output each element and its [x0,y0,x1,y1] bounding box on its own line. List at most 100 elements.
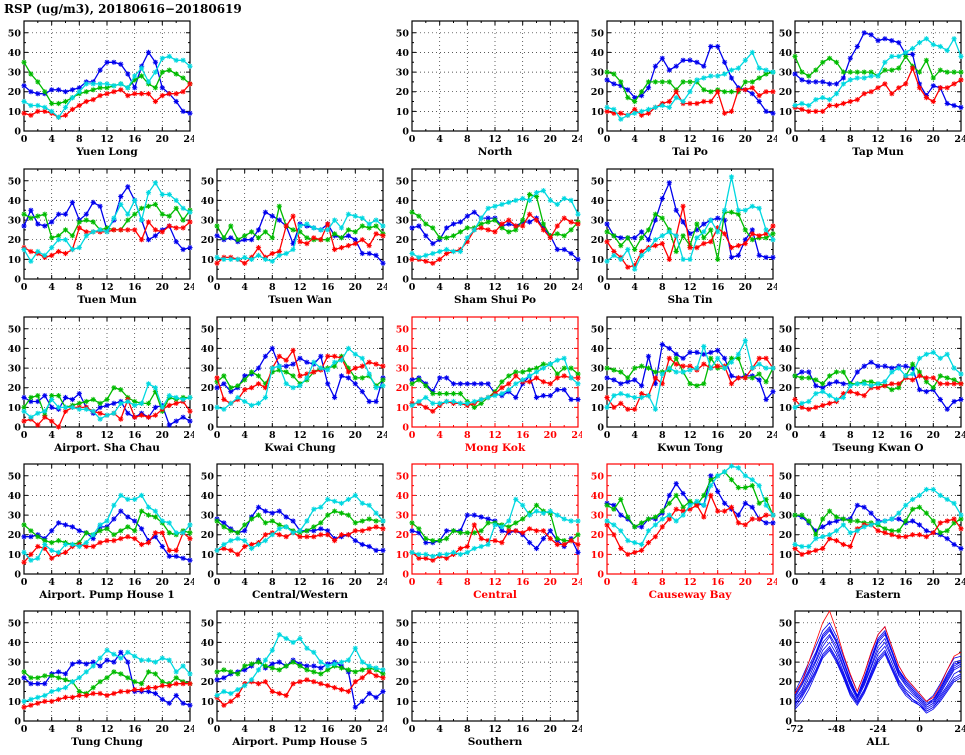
svg-text:0: 0 [21,577,28,588]
svg-text:16: 16 [516,134,530,145]
svg-text:0: 0 [916,724,923,735]
svg-text:0: 0 [792,134,799,145]
svg-text:Kwun Tong: Kwun Tong [657,442,723,453]
svg-text:Sha Tin: Sha Tin [667,294,712,305]
svg-text:12: 12 [683,577,696,588]
svg-text:24: 24 [376,577,387,588]
svg-text:20: 20 [201,235,215,246]
svg-text:8: 8 [464,282,471,293]
svg-text:0: 0 [409,430,416,441]
svg-text:40: 40 [591,344,605,355]
svg-text:12: 12 [100,430,113,441]
svg-text:0: 0 [785,127,792,138]
svg-text:0: 0 [14,423,21,434]
svg-text:Tung Chung: Tung Chung [71,736,143,747]
svg-text:0: 0 [409,724,416,735]
svg-text:50: 50 [396,28,410,39]
svg-text:4: 4 [48,134,55,145]
chart-tseung-kwan-o: 0 10 20 30 40 50 0 4 8 12 16 20 24 Tseung Kwan O [771,305,965,454]
svg-text:50: 50 [8,324,22,335]
svg-text:24: 24 [954,724,965,735]
svg-text:10: 10 [8,255,22,266]
svg-text:40: 40 [201,196,215,207]
svg-text:24: 24 [571,724,582,735]
svg-text:0: 0 [21,282,28,293]
svg-text:12: 12 [488,134,501,145]
svg-text:0: 0 [597,570,604,581]
svg-text:Airport. Sha Chau: Airport. Sha Chau [53,442,160,453]
svg-text:24: 24 [183,577,194,588]
svg-text:16: 16 [128,134,142,145]
chart-eastern: 0 10 20 30 40 50 0 4 8 12 16 20 24 Eastern [771,452,965,601]
svg-text:12: 12 [293,577,306,588]
svg-text:Central/Western: Central/Western [252,589,348,600]
svg-text:10: 10 [201,550,215,561]
svg-text:12: 12 [293,430,306,441]
svg-text:0: 0 [14,717,21,728]
svg-text:50: 50 [591,28,605,39]
svg-text:Tsuen Wan: Tsuen Wan [268,294,332,305]
svg-text:-48: -48 [828,724,846,735]
svg-text:Tseung Kwan O: Tseung Kwan O [832,442,923,453]
svg-text:20: 20 [396,87,410,98]
svg-text:30: 30 [201,216,215,227]
svg-text:50: 50 [396,176,410,187]
svg-text:Tuen Mun: Tuen Mun [77,294,137,305]
svg-text:16: 16 [321,724,335,735]
svg-text:30: 30 [779,658,793,669]
svg-text:4: 4 [819,430,826,441]
svg-text:40: 40 [396,344,410,355]
chart-kwai-chung: 0 10 20 30 40 50 0 4 8 12 16 20 24 Kwai Chung [193,305,390,454]
svg-text:10: 10 [8,403,22,414]
svg-text:20: 20 [8,677,22,688]
svg-text:20: 20 [739,282,753,293]
svg-text:50: 50 [779,471,793,482]
svg-text:16: 16 [516,430,530,441]
svg-text:20: 20 [201,530,215,541]
svg-text:40: 40 [396,491,410,502]
svg-text:10: 10 [8,697,22,708]
svg-text:50: 50 [591,471,605,482]
svg-text:0: 0 [402,275,409,286]
svg-text:4: 4 [241,577,248,588]
svg-text:20: 20 [591,383,605,394]
svg-text:20: 20 [8,87,22,98]
svg-text:10: 10 [396,697,410,708]
svg-text:10: 10 [201,403,215,414]
svg-text:8: 8 [464,430,471,441]
svg-text:50: 50 [201,324,215,335]
svg-text:10: 10 [8,107,22,118]
svg-text:10: 10 [779,697,793,708]
svg-text:0: 0 [214,430,221,441]
svg-text:0: 0 [597,127,604,138]
svg-text:10: 10 [591,403,605,414]
svg-text:50: 50 [201,176,215,187]
svg-text:Kwai Chung: Kwai Chung [264,442,336,453]
svg-text:10: 10 [396,403,410,414]
svg-text:Mong Kok: Mong Kok [465,442,526,453]
svg-text:20: 20 [156,430,170,441]
svg-text:30: 30 [396,658,410,669]
svg-text:0: 0 [207,717,214,728]
svg-text:40: 40 [779,491,793,502]
svg-text:12: 12 [100,282,113,293]
svg-text:0: 0 [785,717,792,728]
chart-airport-sha-chau: 0 10 20 30 40 50 0 4 8 12 16 20 24 Airport. Sha Chau [0,305,197,454]
svg-text:20: 20 [591,235,605,246]
svg-text:20: 20 [8,530,22,541]
svg-text:20: 20 [349,724,363,735]
svg-text:-72: -72 [786,724,803,735]
svg-text:50: 50 [779,324,793,335]
svg-text:20: 20 [927,430,941,441]
svg-text:30: 30 [591,364,605,375]
svg-text:0: 0 [402,423,409,434]
svg-text:24: 24 [376,724,387,735]
svg-text:20: 20 [739,430,753,441]
svg-text:12: 12 [871,430,884,441]
svg-text:50: 50 [591,176,605,187]
svg-text:20: 20 [8,235,22,246]
svg-text:Causeway Bay: Causeway Bay [649,589,733,600]
svg-text:16: 16 [899,430,913,441]
svg-text:8: 8 [847,430,854,441]
svg-text:8: 8 [464,577,471,588]
